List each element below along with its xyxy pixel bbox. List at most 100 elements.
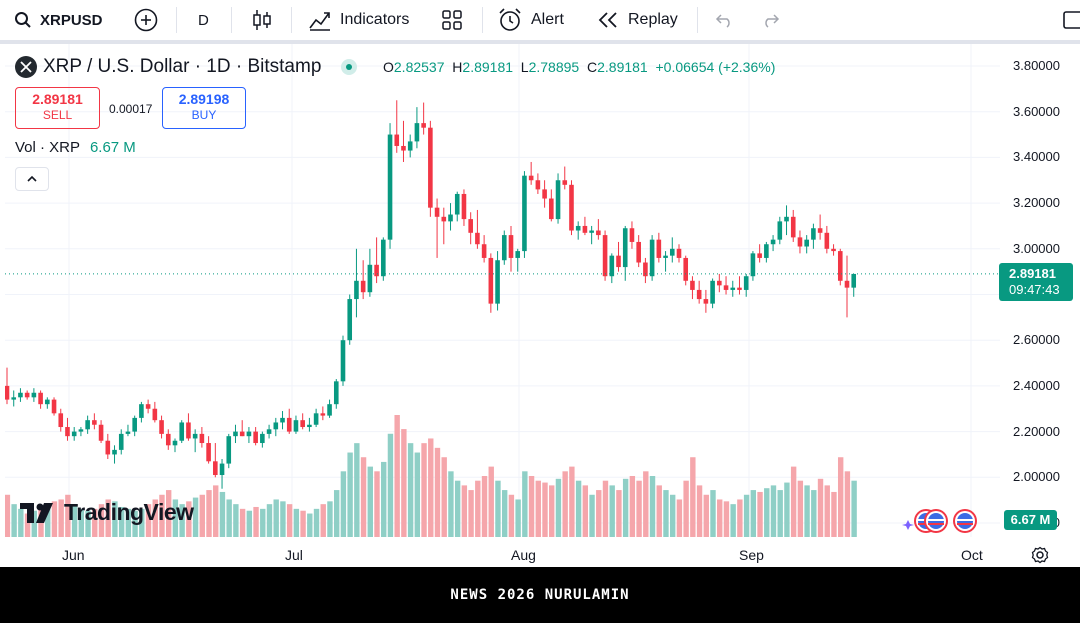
candle-body <box>172 440 178 446</box>
toolbar-divider <box>231 7 232 33</box>
toolbar-divider <box>291 7 292 33</box>
candle-body <box>394 134 400 146</box>
candle-body <box>300 420 305 428</box>
candle-body <box>219 463 225 476</box>
replay-button[interactable]: Replay <box>596 0 678 40</box>
chart-type-button[interactable] <box>251 0 273 40</box>
candle-body <box>596 230 601 236</box>
candle-body <box>85 420 90 430</box>
volume-bar <box>179 504 185 537</box>
volume-bar <box>273 499 279 537</box>
volume-bar <box>656 485 662 537</box>
interval-button[interactable]: D <box>198 0 209 40</box>
tradingview-logo-text: TradingView <box>64 499 194 525</box>
volume-bar <box>421 443 427 537</box>
volume-bar <box>703 494 709 537</box>
candle-body <box>629 228 635 242</box>
window-icon <box>1063 11 1080 29</box>
candle-body <box>703 299 709 304</box>
chart-pane[interactable]: XRP / U.S. Dollar · 1D · Bitstamp O2.825… <box>5 44 1080 567</box>
top-toolbar: XRPUSD D Indicators Alert Replay <box>0 0 1080 40</box>
redo-button[interactable] <box>760 0 780 40</box>
sell-price: 2.89181 <box>32 91 83 107</box>
volume-badge-value: 6.67 M <box>1010 512 1051 527</box>
candle-body <box>374 264 379 277</box>
alarm-clock-icon <box>499 8 521 31</box>
volume-bar <box>710 490 716 537</box>
low-value: 2.78895 <box>528 59 580 75</box>
volume-bar <box>381 461 387 537</box>
volume-bar <box>118 506 125 537</box>
candle-body <box>468 219 473 233</box>
fullscreen-button[interactable] <box>1063 0 1080 40</box>
buy-price: 2.89198 <box>178 91 230 107</box>
price-chart[interactable] <box>5 44 1080 567</box>
tradingview-logo[interactable]: TradingView <box>20 499 194 526</box>
candle-body <box>616 255 621 268</box>
indicators-button[interactable]: Indicators <box>308 0 409 40</box>
price-label: 2.40000 <box>1013 377 1060 393</box>
symbol-search[interactable]: XRPUSD <box>14 0 103 40</box>
volume-bar <box>219 491 226 537</box>
market-status-icon <box>341 59 358 75</box>
candle-body <box>51 399 57 414</box>
alert-button[interactable]: Alert <box>497 0 564 40</box>
candle-body <box>38 392 43 405</box>
volume-bar <box>206 490 212 537</box>
candle-body <box>428 127 433 208</box>
volume-bar <box>85 510 91 537</box>
candle-body <box>307 424 312 428</box>
volume-bar <box>663 490 669 537</box>
price-label: 3.60000 <box>1013 103 1060 119</box>
candle-body <box>589 230 594 233</box>
volume-bar <box>723 501 730 537</box>
volume-bar <box>481 476 488 537</box>
candle-body <box>347 299 353 341</box>
candle-body <box>414 123 420 142</box>
volume-bar <box>797 480 804 537</box>
chart-settings-button[interactable] <box>1031 546 1049 569</box>
volume-bar <box>582 485 589 537</box>
candle-body <box>266 429 272 434</box>
candle-body <box>192 433 198 439</box>
candle-body <box>844 280 850 288</box>
xrp-logo-icon <box>15 56 37 78</box>
volume-bar <box>51 501 58 537</box>
compare-button[interactable] <box>133 0 159 40</box>
replay-label: Replay <box>628 11 678 28</box>
interval-label: D <box>198 11 209 29</box>
candle-body <box>454 193 460 215</box>
volume-bar <box>501 490 508 537</box>
event-markers[interactable] <box>900 506 980 536</box>
price-label: 3.40000 <box>1013 149 1060 165</box>
buy-button[interactable]: 2.89198 BUY <box>162 87 246 129</box>
candle-body <box>824 232 830 249</box>
close-value: 2.89181 <box>597 59 648 75</box>
collapse-legend-button[interactable] <box>15 167 49 191</box>
volume-bar <box>125 508 132 537</box>
volume-bar <box>508 494 515 537</box>
candle-body <box>522 175 527 252</box>
open-value: 2.82537 <box>393 59 445 75</box>
rewind-icon <box>598 12 617 28</box>
layouts-button[interactable] <box>441 0 463 40</box>
open-label: O <box>383 59 394 75</box>
candle-body <box>98 424 104 441</box>
price-label: 2.60000 <box>1013 332 1060 348</box>
volume-bar <box>414 452 421 537</box>
candle-body <box>817 228 823 233</box>
volume-bar <box>535 480 541 537</box>
candle-body <box>92 420 97 425</box>
sell-button[interactable]: 2.89181 SELL <box>15 87 100 129</box>
chevron-up-icon <box>27 175 37 182</box>
candle-body <box>609 255 615 277</box>
undo-icon <box>715 14 730 28</box>
volume-bar <box>784 482 790 537</box>
volume-bar <box>575 480 582 537</box>
volume-bar <box>132 510 138 537</box>
candle-body <box>253 431 258 444</box>
volume-bar <box>286 504 293 537</box>
volume-bar <box>239 508 246 537</box>
candle-body <box>723 285 729 290</box>
undo-button[interactable] <box>715 0 735 40</box>
